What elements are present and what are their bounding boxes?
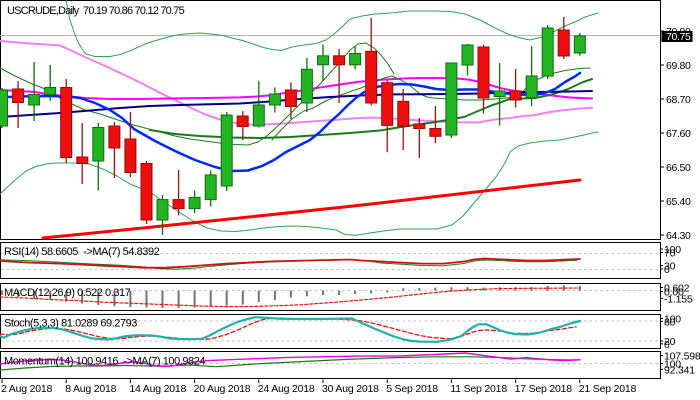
svg-text:70.75: 70.75 <box>666 31 691 43</box>
svg-text:30: 30 <box>664 261 676 273</box>
svg-text:68.70: 68.70 <box>666 94 691 106</box>
svg-text:80: 80 <box>664 316 676 328</box>
svg-text:RSI(14) 58.6605 ->MA(7) 54.83: RSI(14) 58.6605 ->MA(7) 54.8392 <box>4 246 160 258</box>
svg-text:100: 100 <box>664 314 681 326</box>
svg-text:0.602: 0.602 <box>664 283 690 295</box>
svg-text:21 Sep 2018: 21 Sep 2018 <box>579 383 637 395</box>
svg-text:17 Sep 2018: 17 Sep 2018 <box>515 383 573 395</box>
svg-text:92.341: 92.341 <box>664 364 695 376</box>
svg-text:0.00: 0.00 <box>664 287 684 299</box>
svg-text:30 Aug 2018: 30 Aug 2018 <box>322 383 379 395</box>
svg-text:24 Aug 2018: 24 Aug 2018 <box>258 383 315 395</box>
svg-text:0: 0 <box>664 339 670 351</box>
svg-text:2 Aug 2018: 2 Aug 2018 <box>1 383 52 395</box>
svg-text:Momentum(14) 100.9416 ->MA(7): Momentum(14) 100.9416 ->MA(7) 100.9824 <box>4 356 205 368</box>
svg-text:100: 100 <box>664 359 681 371</box>
svg-text:65.40: 65.40 <box>666 196 691 208</box>
svg-text:20 Aug 2018: 20 Aug 2018 <box>194 383 251 395</box>
svg-text:70: 70 <box>664 248 676 260</box>
svg-text:107.5986: 107.5986 <box>664 351 700 363</box>
svg-text:0: 0 <box>664 264 670 276</box>
svg-text:100: 100 <box>664 244 681 256</box>
svg-text:14 Aug 2018: 14 Aug 2018 <box>129 383 186 395</box>
svg-text:USCRUDE,Daily 70.19 70.86 70.: USCRUDE,Daily 70.19 70.86 70.12 70.75 <box>7 5 185 17</box>
svg-text:MACD(12,26,9) 0.522 0.317: MACD(12,26,9) 0.522 0.317 <box>4 287 131 299</box>
svg-text:8 Aug 2018: 8 Aug 2018 <box>65 383 116 395</box>
svg-text:11 Sep 2018: 11 Sep 2018 <box>450 383 507 395</box>
svg-text:69.80: 69.80 <box>666 60 691 72</box>
svg-text:67.60: 67.60 <box>666 128 691 140</box>
svg-text:Stoch(5,3,3) 81.0289 69.2793: Stoch(5,3,3) 81.0289 69.2793 <box>4 318 137 330</box>
svg-text:66.50: 66.50 <box>666 162 691 174</box>
svg-text:20: 20 <box>664 336 676 348</box>
svg-text:64.30: 64.30 <box>666 230 691 242</box>
svg-text:5 Sep 2018: 5 Sep 2018 <box>386 383 438 395</box>
svg-text:-1.155: -1.155 <box>664 293 693 305</box>
